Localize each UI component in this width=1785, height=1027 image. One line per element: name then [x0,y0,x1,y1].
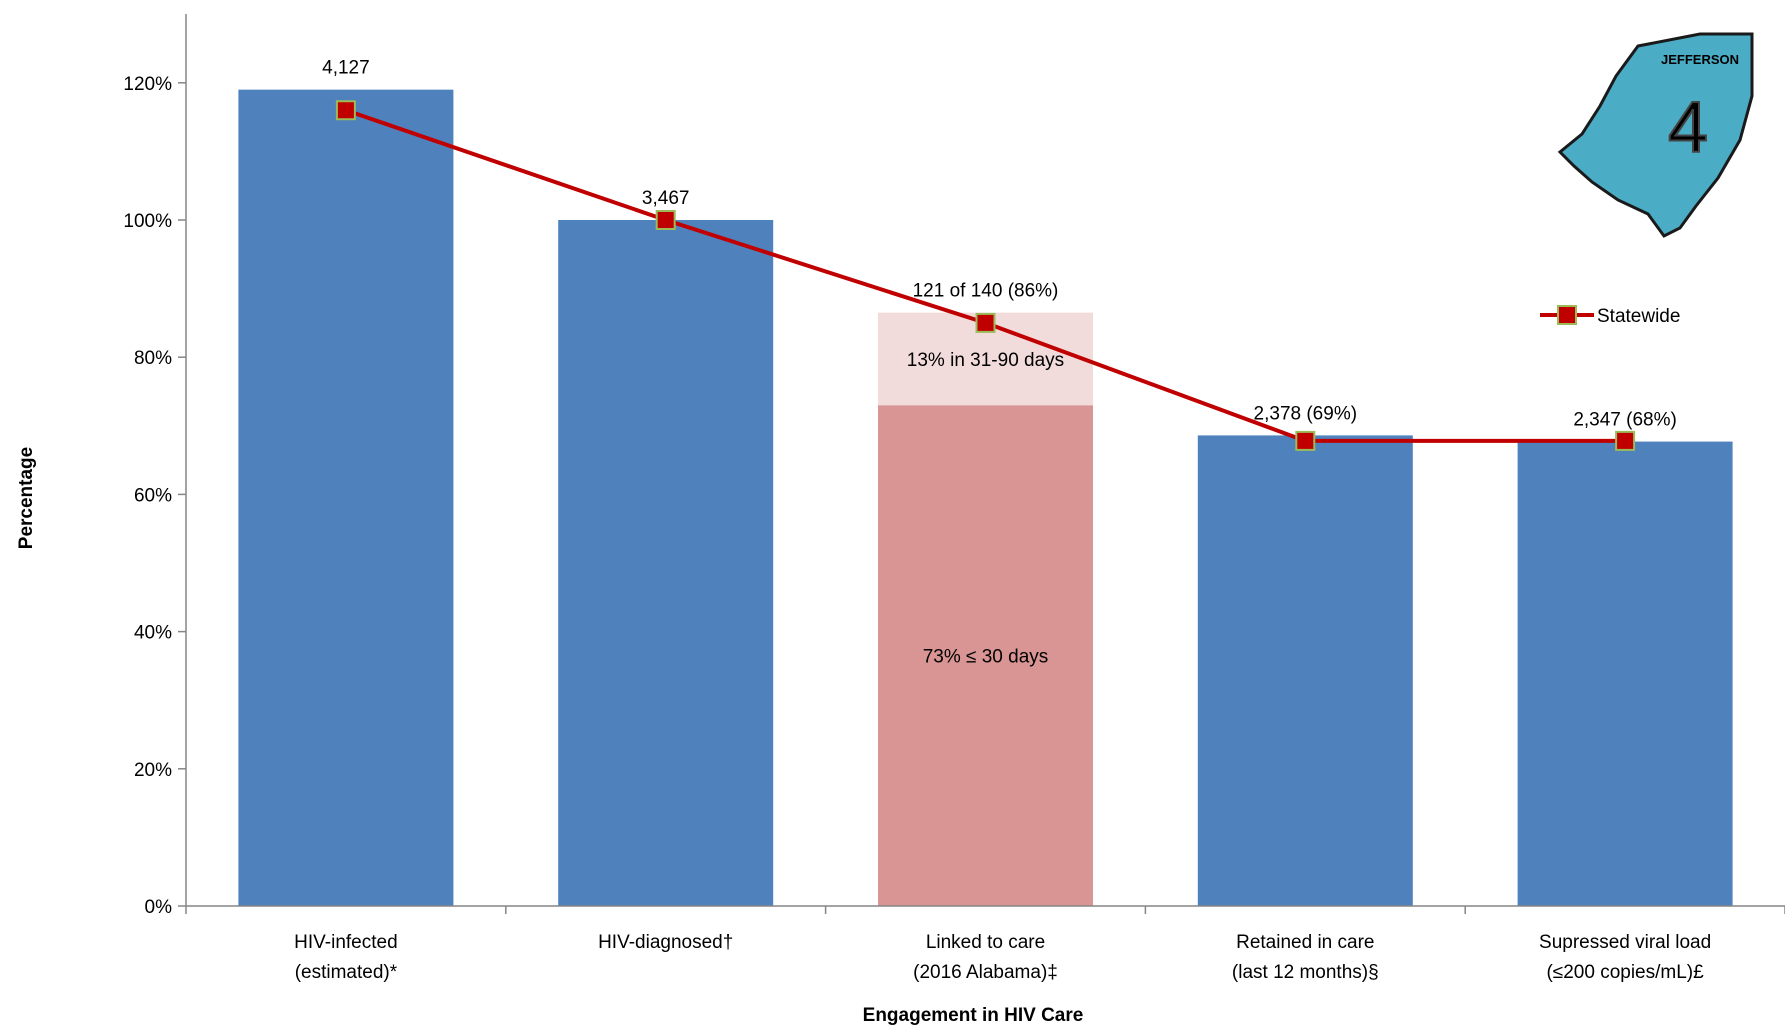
data-label: 2,378 (69%) [1254,403,1358,424]
y-tick-label: 0% [145,897,173,918]
y-axis-title: Percentage [16,447,37,549]
y-tick-label: 60% [134,485,172,506]
county-shape [1557,32,1754,238]
legend-label: Statewide [1597,306,1680,327]
segment-label-30-days: 73% ≤ 30 days [923,647,1049,668]
y-tick-label: 40% [134,623,172,644]
statewide-marker [1615,430,1636,451]
y-tick-label: 120% [123,74,172,95]
bar [558,220,774,906]
logo-number: 4 [1668,88,1708,168]
y-tick-label: 80% [134,348,172,369]
x-tick-label: HIV-diagnosed† [598,932,733,953]
data-label: 2,347 (68%) [1573,410,1677,431]
y-tick-label: 100% [123,211,172,232]
x-tick-label: HIV-infected [294,932,398,953]
legend-marker [1557,305,1577,325]
bar [238,89,454,906]
data-label: 4,127 [322,58,370,79]
statewide-marker [1295,430,1316,451]
logo-name: JEFFERSON [1661,52,1739,67]
y-tick-label: 20% [134,760,172,781]
x-axis-title: Engagement in HIV Care [863,1005,1084,1026]
x-tick-label: Retained in care [1236,932,1374,953]
data-label: 121 of 140 (86%) [913,281,1059,302]
x-tick-label: (last 12 months)§ [1232,962,1379,983]
x-tick-label: (≤200 copies/mL)£ [1546,962,1704,983]
bar [1517,441,1733,906]
bar [1197,435,1413,906]
x-tick-label: (estimated)* [295,962,398,983]
statewide-marker [335,100,356,121]
segment-label-31-90-days: 13% in 31-90 days [907,350,1064,371]
bar-linked-30-days [878,405,1093,906]
jefferson-county-logo: JEFFERSON 4 [1557,32,1754,238]
x-tick-label: (2016 Alabama)‡ [913,962,1058,983]
statewide-marker [655,210,676,230]
x-tick-label: Linked to care [926,932,1045,953]
x-tick-label: Supressed viral load [1539,932,1711,953]
data-label: 3,467 [642,188,690,209]
statewide-marker [975,312,996,333]
